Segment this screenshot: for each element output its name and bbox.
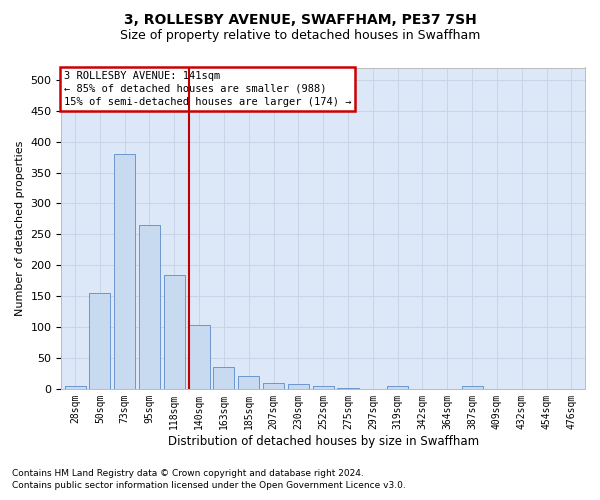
Bar xyxy=(139,225,160,389)
Bar xyxy=(164,274,185,389)
Text: Contains public sector information licensed under the Open Government Licence v3: Contains public sector information licen… xyxy=(12,481,406,490)
Text: 3, ROLLESBY AVENUE, SWAFFHAM, PE37 7SH: 3, ROLLESBY AVENUE, SWAFFHAM, PE37 7SH xyxy=(124,12,476,26)
Bar xyxy=(188,325,209,389)
Bar xyxy=(387,386,408,389)
Bar xyxy=(461,386,482,389)
Text: Size of property relative to detached houses in Swaffham: Size of property relative to detached ho… xyxy=(120,29,480,42)
Bar xyxy=(263,382,284,389)
Bar xyxy=(89,293,110,389)
Text: Contains HM Land Registry data © Crown copyright and database right 2024.: Contains HM Land Registry data © Crown c… xyxy=(12,468,364,477)
Bar xyxy=(238,376,259,389)
Bar xyxy=(65,386,86,389)
Y-axis label: Number of detached properties: Number of detached properties xyxy=(15,140,25,316)
X-axis label: Distribution of detached houses by size in Swaffham: Distribution of detached houses by size … xyxy=(167,434,479,448)
Bar xyxy=(214,367,235,389)
Bar xyxy=(313,386,334,389)
Bar xyxy=(114,154,135,389)
Bar xyxy=(337,388,359,389)
Text: 3 ROLLESBY AVENUE: 141sqm
← 85% of detached houses are smaller (988)
15% of semi: 3 ROLLESBY AVENUE: 141sqm ← 85% of detac… xyxy=(64,70,352,107)
Bar xyxy=(288,384,309,389)
